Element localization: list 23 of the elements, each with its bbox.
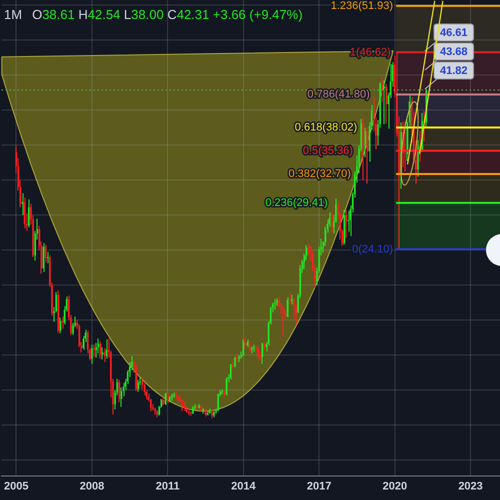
- ref-line-label: 0.618(38.02): [294, 122, 358, 134]
- x-tick-label: 2014: [231, 480, 257, 492]
- candlestick: [274, 299, 276, 310]
- x-tick-label: 2008: [80, 480, 104, 492]
- annotation: 46.61: [440, 27, 468, 40]
- candlestick: [62, 316, 64, 329]
- x-tick-label: 2011: [156, 480, 180, 492]
- text: 1M: [4, 7, 22, 22]
- candlestick: [102, 347, 104, 360]
- x-tick-label: 2020: [382, 480, 408, 492]
- text: O38.61 H42.54 L38.00 C42.31 +3.66 (+9.47%): [32, 7, 303, 22]
- x-tick-label: 2005: [4, 480, 28, 492]
- ref-line-label: 1.236(51.93): [330, 0, 394, 12]
- ref-line-label: 0.5(35.36): [302, 144, 353, 157]
- ref-line-label: 0.786(41.80): [307, 88, 370, 100]
- x-tick-label: 2017: [306, 480, 332, 492]
- annotation: 41.82: [440, 65, 468, 78]
- ref-line-label: 0(24.10): [352, 243, 394, 256]
- annotation: 43.68: [440, 46, 468, 58]
- candlestick: [22, 193, 24, 216]
- ref-line-label: 0.382(32.70): [288, 168, 351, 180]
- ref-line-label: 0.236(29.41): [265, 196, 328, 209]
- x-tick-label: 2023: [458, 480, 483, 492]
